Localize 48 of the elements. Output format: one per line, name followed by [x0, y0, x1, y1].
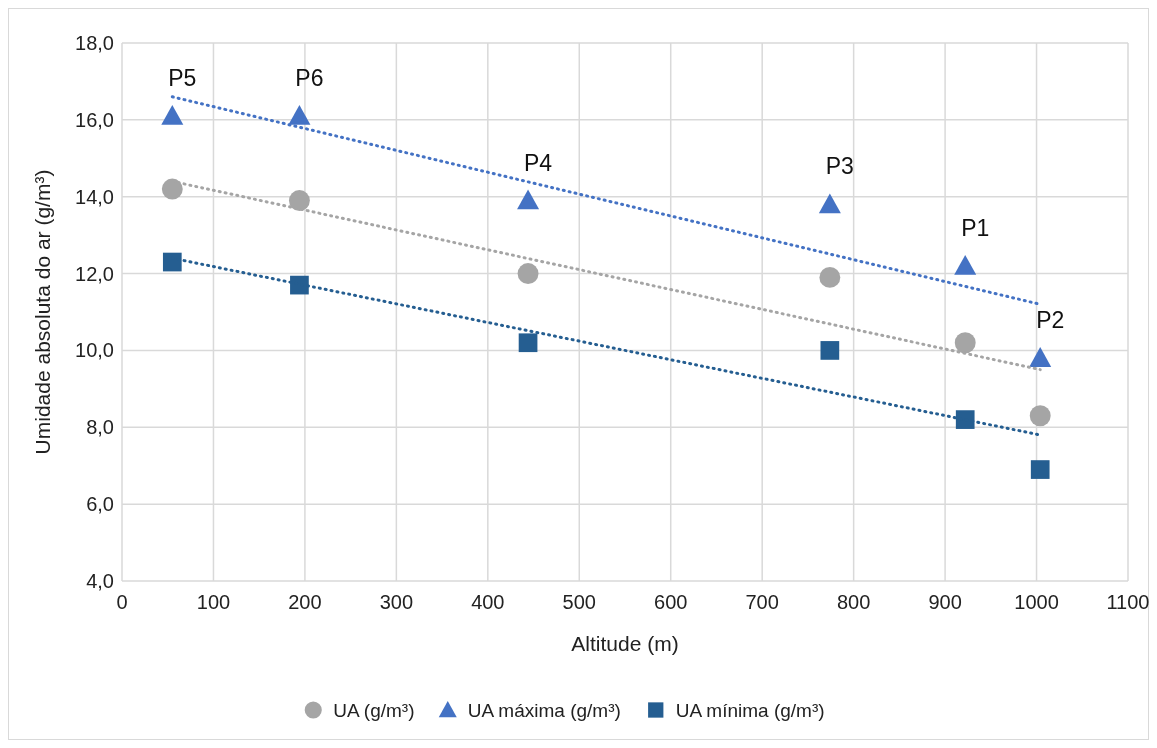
- x-tick-label: 200: [288, 591, 322, 613]
- y-tick-label: 14,0: [75, 185, 114, 208]
- point: [518, 333, 538, 353]
- y-tick-label: 18,0: [75, 32, 114, 54]
- y-tick-label: 6,0: [86, 493, 114, 516]
- x-tick-label: 500: [562, 591, 596, 613]
- x-tick-label: 1100: [1106, 591, 1150, 613]
- x-tick-label: 400: [471, 591, 505, 613]
- point: [818, 193, 841, 214]
- point: [162, 252, 182, 272]
- annotation: P4: [523, 149, 553, 176]
- annotation: P6: [295, 65, 324, 92]
- point: [820, 341, 840, 360]
- x-tick-label: 900: [928, 591, 962, 613]
- point: [954, 332, 976, 354]
- x-tick-label: 100: [196, 591, 231, 613]
- point: [819, 266, 841, 288]
- x-tick-label: 600: [654, 591, 688, 613]
- point: [954, 254, 977, 275]
- y-tick-label: 10,0: [75, 339, 114, 362]
- point: [161, 178, 183, 200]
- point: [1029, 405, 1051, 427]
- point: [1030, 460, 1050, 479]
- point: [955, 410, 975, 429]
- point: [288, 190, 310, 212]
- x-tick-label: 1000: [1014, 591, 1059, 613]
- x-tick-label: 700: [745, 591, 779, 613]
- point: [517, 189, 540, 210]
- y-tick-label: 16,0: [75, 108, 114, 131]
- y-tick-label: 8,0: [86, 416, 114, 439]
- y-tick-label: 12,0: [75, 262, 114, 285]
- point: [1029, 347, 1052, 367]
- x-axis-title: Altitude (m): [571, 632, 679, 655]
- x-tick-label: 0: [116, 591, 128, 613]
- annotation: P2: [1036, 307, 1065, 334]
- annotation: P1: [961, 214, 990, 241]
- point: [517, 263, 539, 285]
- y-tick-label: 4,0: [86, 570, 114, 592]
- legend-label: UA (g/m³): [333, 700, 415, 721]
- annotation: P3: [825, 153, 854, 180]
- x-tick-label: 300: [379, 591, 414, 613]
- y-axis-title: Umidade absoluta do ar (g/m³): [31, 169, 54, 455]
- point: [288, 105, 311, 125]
- legend-label: UA máxima (g/m³): [467, 700, 621, 721]
- point: [161, 105, 184, 125]
- x-tick-label: 800: [836, 591, 871, 613]
- legend-label: UA mínima (g/m³): [675, 700, 825, 721]
- annotation: P5: [168, 65, 197, 92]
